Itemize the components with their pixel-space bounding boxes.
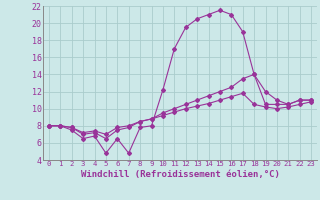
X-axis label: Windchill (Refroidissement éolien,°C): Windchill (Refroidissement éolien,°C) — [81, 170, 279, 179]
